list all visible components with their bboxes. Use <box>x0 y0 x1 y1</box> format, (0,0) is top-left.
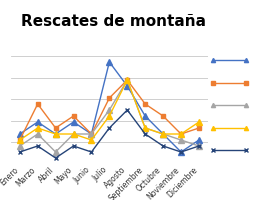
s1 <box>144 115 147 117</box>
s1 <box>179 151 183 153</box>
s2 <box>197 127 201 129</box>
s2 <box>126 79 129 81</box>
s5 <box>126 109 129 111</box>
s5 <box>108 127 111 129</box>
s3 <box>108 109 111 111</box>
s3 <box>144 127 147 129</box>
s3 <box>36 133 39 135</box>
s3 <box>161 133 165 135</box>
s1 <box>108 61 111 63</box>
s4 <box>18 139 21 141</box>
s4 <box>161 133 165 135</box>
s2 <box>90 133 93 135</box>
Line: s3: s3 <box>17 77 202 155</box>
s2 <box>72 115 75 117</box>
s3 <box>197 145 201 147</box>
s2 <box>18 139 21 141</box>
s5 <box>72 145 75 147</box>
s3 <box>54 151 57 153</box>
s4 <box>179 133 183 135</box>
s3 <box>90 133 93 135</box>
s3 <box>18 145 21 147</box>
Line: s2: s2 <box>18 78 201 142</box>
s3 <box>179 139 183 141</box>
s1 <box>54 133 57 135</box>
s2 <box>144 103 147 105</box>
s1 <box>18 133 21 135</box>
s4 <box>197 121 201 123</box>
s1 <box>90 133 93 135</box>
s5 <box>90 151 93 153</box>
s2 <box>36 103 39 105</box>
Line: s5: s5 <box>18 108 201 160</box>
s5 <box>179 151 183 153</box>
s5 <box>144 133 147 135</box>
s4 <box>144 127 147 129</box>
s4 <box>36 127 39 129</box>
s1 <box>36 121 39 123</box>
s5 <box>18 151 21 153</box>
s2 <box>54 127 57 129</box>
Line: s4: s4 <box>17 77 202 143</box>
s1 <box>161 133 165 135</box>
s5 <box>197 145 201 147</box>
s4 <box>108 115 111 117</box>
s3 <box>126 79 129 81</box>
s4 <box>90 139 93 141</box>
s5 <box>36 145 39 147</box>
s5 <box>161 145 165 147</box>
s2 <box>161 115 165 117</box>
s2 <box>108 97 111 99</box>
s5 <box>54 157 57 159</box>
Text: Rescates de montaña: Rescates de montaña <box>21 14 206 29</box>
s3 <box>72 133 75 135</box>
s2 <box>179 133 183 135</box>
s1 <box>72 121 75 123</box>
s4 <box>54 133 57 135</box>
Line: s1: s1 <box>17 59 202 155</box>
s4 <box>126 79 129 81</box>
s4 <box>72 133 75 135</box>
s1 <box>197 139 201 141</box>
s1 <box>126 85 129 87</box>
